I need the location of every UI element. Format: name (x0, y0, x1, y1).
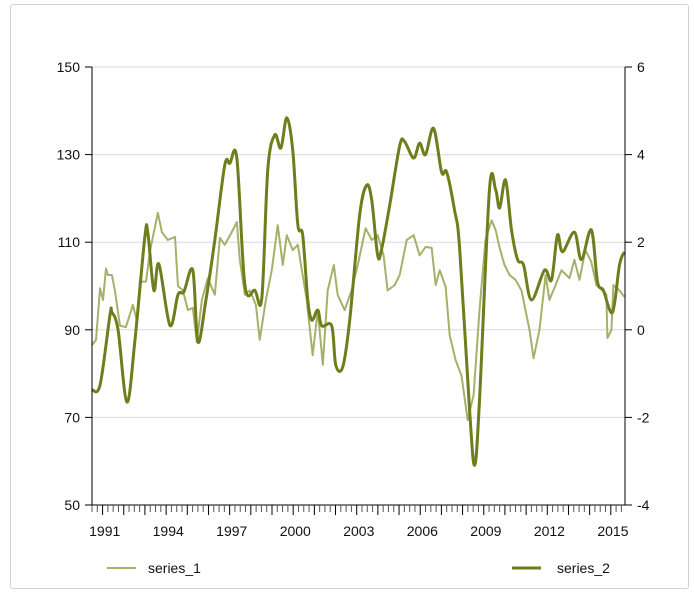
chart-frame (10, 4, 689, 589)
series-line-series_2 (90, 116, 626, 467)
legend-label-series_1: series_1 (148, 560, 201, 576)
axes: 50 70 90 110 130 150 -4 -2 0 2 4 6 1991 1994 1997 2000 2… (57, 59, 650, 539)
legend: series_1 series_2 (107, 560, 610, 576)
series-line-series_1 (91, 211, 626, 422)
x-tick-label: 1997 (216, 523, 247, 539)
x-tick-label: 2006 (407, 523, 438, 539)
y-left-tick-label: 70 (64, 409, 80, 425)
y-left-tick-label: 90 (64, 322, 80, 338)
x-tick-label: 2015 (597, 523, 628, 539)
y-left-tick-label: 110 (58, 234, 81, 250)
x-tick-label: 2000 (280, 523, 311, 539)
x-tick-label: 2012 (534, 523, 565, 539)
x-tick-label: 1994 (153, 523, 184, 539)
y-left-tick-label: 130 (57, 147, 81, 163)
y-right-tick-label: 2 (637, 234, 645, 250)
series-lines (90, 116, 626, 467)
x-tick-label: 2009 (470, 523, 501, 539)
x-tick-label: 2003 (343, 523, 374, 539)
y-right-tick-label: -2 (637, 409, 650, 425)
legend-label-series_2: series_2 (557, 560, 610, 576)
y-right-tick-label: 6 (637, 59, 645, 75)
y-right-tick-label: 4 (637, 147, 645, 163)
gridlines (92, 66, 625, 418)
y-right-tick-label: -4 (637, 497, 650, 513)
y-right-tick-label: 0 (637, 322, 645, 338)
x-tick-label: 1991 (89, 523, 120, 539)
y-left-tick-label: 150 (57, 59, 81, 75)
y-left-tick-label: 50 (64, 497, 80, 513)
